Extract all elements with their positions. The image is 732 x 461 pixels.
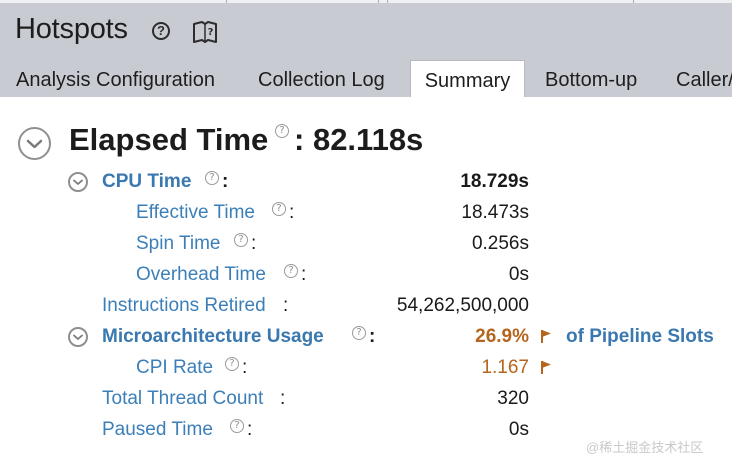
collapse-elapsed-chevron-icon[interactable]: [18, 127, 51, 160]
help-icon[interactable]: ?: [234, 233, 248, 247]
tab-summary[interactable]: Summary: [410, 60, 525, 97]
spin-time-value: 0.256s: [471, 233, 529, 254]
metric-row-microarchitecture-usage: Microarchitecture Usage ? : 26.9% of Pip…: [0, 321, 732, 352]
metric-row-spin-time: Spin Time ? : 0.256s: [0, 228, 732, 259]
metric-row-instructions-retired: Instructions Retired : 54,262,500,000: [0, 290, 732, 321]
instructions-retired-label[interactable]: Instructions Retired: [102, 295, 266, 316]
book-help-icon[interactable]: ?: [192, 20, 218, 44]
header-top-strip: [0, 0, 732, 3]
metric-row-effective-time: Effective Time ? : 18.473s: [0, 197, 732, 228]
colon: :: [242, 357, 248, 378]
cpi-rate-label[interactable]: CPI Rate: [136, 357, 214, 378]
divider: [378, 0, 379, 3]
divider: [633, 0, 634, 3]
warning-flag-icon[interactable]: [540, 360, 552, 374]
help-icon[interactable]: ?: [284, 264, 298, 278]
metric-row-cpi-rate: CPI Rate ? : 1.167: [0, 352, 732, 383]
elapsed-time-label: Elapsed Time: [69, 122, 269, 157]
colon: :: [251, 233, 257, 254]
cpu-time-value: 18.729s: [460, 171, 529, 192]
value: 82.118s: [312, 122, 424, 157]
elapsed-time-value: : 82.118s: [294, 122, 423, 158]
page-title: Hotspots: [15, 13, 128, 45]
overhead-time-value: 0s: [508, 264, 529, 285]
colon: :: [247, 419, 253, 440]
help-icon[interactable]: ?: [225, 357, 239, 371]
effective-time-value: 18.473s: [461, 202, 529, 223]
watermark: @稀土掘金技术社区: [586, 440, 704, 455]
help-icon[interactable]: ?: [275, 124, 289, 138]
help-icon[interactable]: ?: [205, 171, 219, 185]
paused-time-value: 0s: [508, 419, 529, 440]
tab-bottom-up[interactable]: Bottom-up: [545, 69, 638, 91]
metric-row-paused-time: Paused Time ? : 0s: [0, 414, 732, 445]
cpi-rate-value: 1.167: [481, 357, 529, 378]
metric-row-overhead-time: Overhead Time ? : 0s: [0, 259, 732, 290]
pipeline-slots-label: of Pipeline Slots: [566, 326, 714, 347]
instructions-retired-value: 54,262,500,000: [396, 295, 529, 316]
spin-time-label[interactable]: Spin Time: [136, 233, 221, 254]
help-icon[interactable]: ?: [230, 419, 244, 433]
microarchitecture-usage-value: 26.9%: [475, 326, 529, 347]
metric-row-total-thread-count: Total Thread Count : 320: [0, 383, 732, 414]
paused-time-label[interactable]: Paused Time: [102, 419, 213, 440]
tab-collection-log[interactable]: Collection Log: [258, 69, 385, 91]
warning-flag-icon[interactable]: [540, 329, 552, 343]
colon: :: [301, 264, 307, 285]
header-bar: Hotspots ? ? Analysis Configuration Coll…: [0, 0, 732, 97]
microarchitecture-usage-label[interactable]: Microarchitecture Usage: [102, 326, 324, 347]
colon: :: [283, 295, 289, 316]
effective-time-label[interactable]: Effective Time: [136, 202, 255, 223]
colon: :: [369, 326, 376, 347]
total-thread-count-label[interactable]: Total Thread Count: [102, 388, 264, 409]
metric-row-cpu-time: CPU Time ? : 18.729s: [0, 166, 732, 197]
colon: :: [289, 202, 295, 223]
divider: [226, 0, 227, 3]
colon: :: [294, 122, 305, 157]
svg-text:?: ?: [208, 27, 214, 38]
divider: [387, 0, 388, 3]
collapse-cpu-chevron-icon[interactable]: [68, 172, 88, 192]
overhead-time-label[interactable]: Overhead Time: [136, 264, 266, 285]
total-thread-count-value: 320: [497, 388, 529, 409]
tab-caller-callee[interactable]: Caller/: [676, 69, 732, 91]
help-icon[interactable]: ?: [272, 202, 286, 216]
collapse-microarch-chevron-icon[interactable]: [68, 327, 88, 347]
tab-analysis-configuration[interactable]: Analysis Configuration: [16, 69, 215, 91]
colon: :: [222, 171, 229, 192]
help-icon[interactable]: ?: [152, 22, 170, 40]
colon: :: [280, 388, 286, 409]
cpu-time-label[interactable]: CPU Time: [102, 171, 192, 192]
help-icon[interactable]: ?: [352, 326, 366, 340]
